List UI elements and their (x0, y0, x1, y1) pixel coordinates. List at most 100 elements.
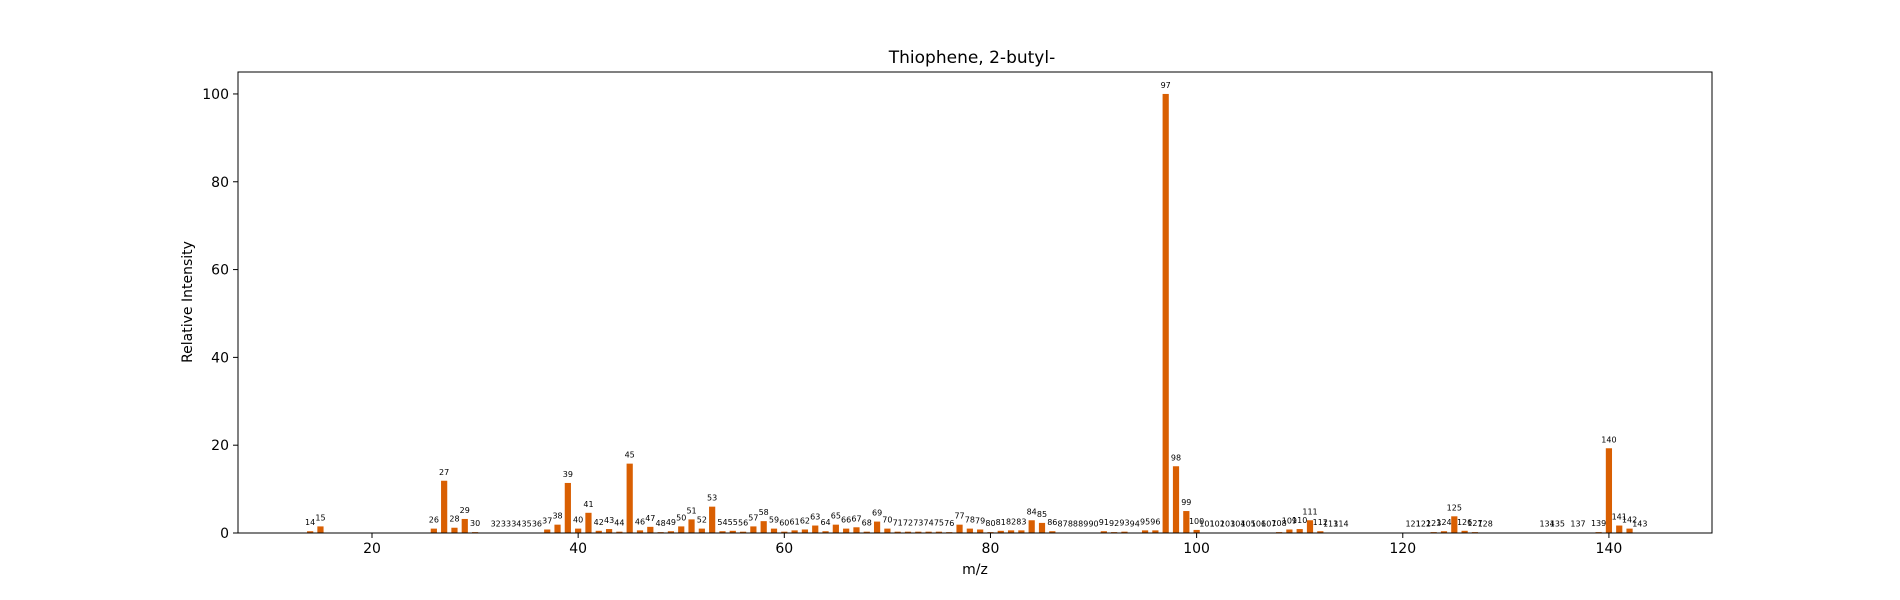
bar-mz-59 (770, 528, 778, 533)
bar-label-mz-89: 89 (1078, 520, 1088, 529)
bar-mz-111 (1306, 520, 1314, 533)
bar-label-mz-110: 110 (1292, 516, 1307, 525)
bar-mz-97 (1162, 93, 1169, 533)
bar-mz-79 (977, 529, 984, 533)
bar-label-mz-78: 78 (965, 516, 975, 525)
bar-mz-77 (956, 524, 963, 533)
bars-layer (307, 93, 1643, 533)
bar-mz-141 (1616, 525, 1623, 533)
bar-label-mz-93: 93 (1119, 519, 1129, 528)
bar-label-mz-39: 39 (563, 470, 573, 479)
bar-label-mz-69: 69 (872, 509, 882, 518)
bar-label-mz-61: 61 (790, 517, 800, 526)
y-tick-label-0: 0 (220, 526, 229, 542)
bar-label-mz-71: 71 (893, 519, 903, 528)
bar-mz-26 (430, 528, 437, 533)
bar-label-mz-55: 55 (728, 518, 738, 527)
bar-mz-110 (1296, 529, 1303, 533)
bar-label-mz-128: 128 (1478, 520, 1493, 529)
bar-label-mz-44: 44 (614, 519, 624, 528)
bar-label-mz-66: 66 (841, 516, 851, 525)
bar-label-mz-30: 30 (470, 519, 480, 528)
bar-label-mz-107: 107 (1261, 520, 1276, 529)
bar-label-mz-141: 141 (1612, 513, 1627, 522)
bar-label-mz-95: 95 (1140, 517, 1150, 526)
bar-mz-60 (781, 531, 788, 533)
bar-mz-41 (585, 512, 592, 533)
bar-label-mz-50: 50 (676, 513, 686, 522)
bar-label-mz-114: 114 (1333, 520, 1348, 529)
y-tick-label-40: 40 (211, 350, 229, 366)
bar-label-mz-37: 37 (542, 516, 552, 525)
bar-label-mz-48: 48 (656, 519, 666, 528)
bar-label-mz-27: 27 (439, 468, 449, 477)
bar-mz-40 (575, 528, 582, 533)
bar-label-mz-105: 105 (1241, 520, 1256, 529)
bar-mz-93 (1121, 531, 1128, 533)
y-tick-label-60: 60 (211, 263, 229, 279)
bar-mz-124 (1440, 531, 1448, 533)
bar-mz-49 (667, 531, 675, 533)
bar-mz-85 (1038, 522, 1046, 533)
bar-label-mz-75: 75 (934, 519, 944, 528)
bar-mz-82 (1007, 530, 1015, 533)
bar-mz-51 (688, 519, 695, 533)
y-tick-label-100: 100 (202, 87, 229, 103)
x-tick-label-60: 60 (775, 541, 793, 557)
bar-label-mz-76: 76 (944, 519, 954, 528)
bar-label-mz-73: 73 (913, 519, 923, 528)
bar-label-mz-58: 58 (759, 508, 769, 517)
bar-label-mz-34: 34 (511, 520, 521, 529)
bar-label-mz-70: 70 (882, 516, 892, 525)
bar-mz-62 (801, 529, 809, 533)
bar-label-mz-72: 72 (903, 519, 913, 528)
bar-label-mz-104: 104 (1230, 520, 1245, 529)
bar-label-mz-139: 139 (1591, 519, 1606, 528)
bar-mz-65 (832, 524, 839, 533)
bar-mz-14 (307, 531, 314, 533)
bar-mz-52 (698, 528, 705, 533)
bar-mz-42 (595, 530, 602, 533)
bar-label-mz-88: 88 (1068, 520, 1078, 529)
bar-label-mz-80: 80 (985, 519, 995, 528)
bar-mz-86 (1049, 531, 1056, 533)
bar-label-mz-100: 100 (1189, 517, 1204, 526)
x-tick-label-80: 80 (982, 541, 1000, 557)
bar-mz-83 (1018, 530, 1025, 533)
bar-label-mz-60: 60 (779, 519, 789, 528)
bar-mz-53 (709, 506, 716, 533)
bar-label-mz-90: 90 (1088, 520, 1098, 529)
bar-mz-112 (1317, 531, 1324, 533)
bar-label-mz-53: 53 (707, 494, 717, 503)
bar-label-mz-47: 47 (645, 514, 655, 523)
bar-label-mz-54: 54 (717, 518, 727, 527)
bar-mz-99 (1183, 511, 1190, 533)
bar-label-mz-140: 140 (1601, 435, 1616, 444)
bar-mz-64 (822, 531, 829, 533)
bar-label-mz-82: 82 (1006, 517, 1016, 526)
bar-label-mz-113: 113 (1323, 520, 1338, 529)
bar-label-mz-52: 52 (697, 516, 707, 525)
bar-label-mz-49: 49 (666, 518, 676, 527)
bar-label-mz-127: 127 (1467, 519, 1482, 528)
bar-mz-61 (791, 530, 798, 533)
bar-mz-126 (1461, 530, 1468, 533)
bar-mz-43 (605, 529, 613, 533)
bar-label-mz-122: 122 (1416, 520, 1431, 529)
bar-label-mz-79: 79 (975, 516, 985, 525)
bar-label-mz-51: 51 (686, 506, 696, 515)
bar-label-mz-106: 106 (1251, 520, 1266, 529)
bar-mz-38 (554, 524, 561, 533)
bar-label-mz-101: 101 (1199, 520, 1214, 529)
bar-label-mz-68: 68 (862, 519, 872, 528)
bar-mz-15 (317, 526, 324, 533)
bar-label-mz-35: 35 (522, 520, 532, 529)
bar-mz-72 (904, 531, 912, 533)
bar-mz-73 (915, 531, 922, 533)
bar-mz-57 (750, 526, 757, 533)
bar-label-mz-98: 98 (1171, 453, 1181, 462)
bar-label-mz-87: 87 (1058, 520, 1068, 529)
bar-label-mz-102: 102 (1210, 520, 1225, 529)
bar-label-mz-28: 28 (449, 515, 459, 524)
